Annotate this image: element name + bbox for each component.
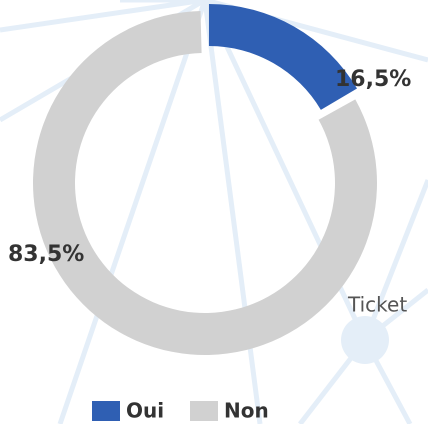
chart: Ticket 16,5% 83,5% Oui Non — [0, 0, 428, 424]
legend-swatch — [92, 401, 120, 421]
annotation: Ticket — [347, 293, 407, 317]
legend-swatch — [190, 401, 218, 421]
data-label: 16,5% — [335, 67, 411, 92]
legend-label: Oui — [126, 399, 164, 423]
data-label: 83,5% — [8, 242, 84, 267]
legend-label: Non — [224, 399, 269, 423]
